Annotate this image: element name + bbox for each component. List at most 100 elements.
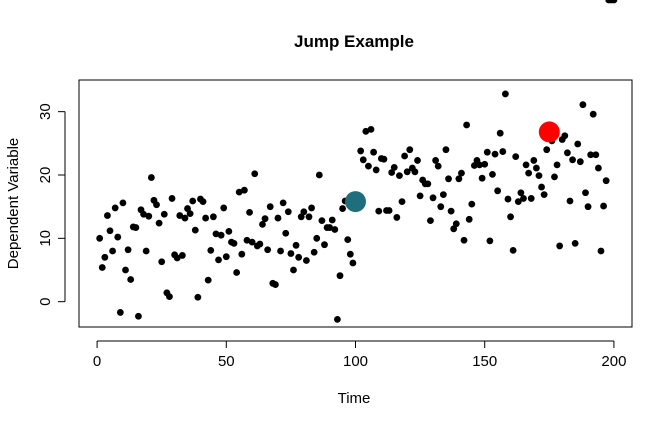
data-point (478, 174, 486, 182)
data-point (116, 309, 124, 316)
data-point (527, 195, 535, 202)
y-tick-label: 0 (37, 297, 54, 305)
data-point (246, 208, 253, 216)
y-tick-label: 20 (37, 167, 54, 184)
data-point (109, 247, 116, 255)
data-point (147, 174, 155, 181)
jump-peak-highlight-point (538, 121, 560, 143)
data-point (489, 170, 496, 178)
data-point (287, 250, 295, 257)
data-point (202, 214, 210, 222)
data-point (514, 198, 522, 206)
data-point (522, 161, 530, 169)
data-point (563, 149, 571, 157)
data-point (166, 293, 173, 300)
data-point (339, 205, 346, 212)
data-point (432, 157, 440, 164)
data-point (308, 204, 315, 212)
data-point (186, 210, 194, 218)
data-point (602, 177, 610, 185)
data-point (140, 210, 148, 218)
data-point (334, 316, 341, 323)
data-point (261, 215, 269, 223)
data-point (403, 168, 411, 176)
data-point (300, 208, 308, 216)
data-point (470, 162, 478, 169)
data-point (204, 276, 212, 284)
data-point (574, 140, 582, 148)
data-point (277, 247, 284, 255)
data-point (119, 199, 127, 207)
data-point (452, 220, 460, 228)
data-point (240, 186, 248, 194)
data-point (98, 264, 106, 271)
data-point (566, 197, 574, 205)
x-tick-label: 200 (601, 353, 626, 370)
data-point (209, 213, 217, 221)
data-point (401, 152, 408, 160)
data-point (592, 151, 600, 159)
data-point (212, 230, 220, 238)
data-point (507, 213, 514, 221)
data-point (365, 162, 372, 170)
data-point (104, 212, 111, 219)
data-point (483, 148, 491, 156)
data-point (315, 171, 323, 179)
data-point (331, 226, 339, 233)
data-point (481, 160, 489, 168)
data-point (393, 214, 401, 221)
data-point (303, 257, 310, 264)
data-point (158, 258, 166, 266)
data-point (155, 219, 163, 227)
data-point (540, 191, 548, 199)
data-point (101, 253, 109, 261)
data-point (398, 198, 406, 206)
data-point (194, 293, 202, 301)
data-point (233, 269, 241, 276)
data-point (297, 213, 305, 221)
data-point (313, 234, 321, 242)
data-point (230, 240, 238, 247)
data-point (111, 204, 119, 212)
data-point (124, 246, 132, 254)
data-point (114, 233, 122, 241)
data-point (499, 148, 507, 155)
data-point (238, 250, 246, 258)
data-point (279, 199, 287, 207)
data-point (292, 241, 300, 249)
data-point (458, 169, 465, 177)
x-axis: 0 50 100 150 200 (93, 340, 626, 370)
data-point (455, 175, 463, 183)
data-point (135, 312, 142, 320)
data-point (178, 252, 186, 259)
data-point (207, 246, 215, 254)
data-point (189, 197, 197, 205)
data-point (439, 191, 447, 199)
data-point (215, 256, 222, 264)
data-point (106, 227, 114, 235)
data-point (520, 195, 527, 202)
data-point (145, 212, 153, 220)
y-tick-label: 10 (37, 230, 54, 247)
data-point (491, 150, 499, 158)
data-point (359, 156, 367, 164)
data-point (266, 203, 274, 211)
data-point (551, 173, 558, 181)
data-point (589, 110, 597, 118)
data-point (450, 225, 458, 233)
data-point (284, 208, 292, 216)
data-point (406, 146, 414, 154)
data-point (416, 192, 424, 200)
data-point (579, 101, 587, 109)
x-tick-label: 0 (93, 353, 101, 370)
data-point (414, 157, 421, 164)
data-point (385, 207, 393, 214)
jump-start-highlight-point (345, 191, 366, 213)
data-point (310, 248, 318, 256)
data-point (538, 183, 545, 191)
data-point (235, 188, 243, 196)
data-point (517, 189, 525, 197)
data-point (173, 254, 181, 262)
data-point (326, 224, 334, 231)
